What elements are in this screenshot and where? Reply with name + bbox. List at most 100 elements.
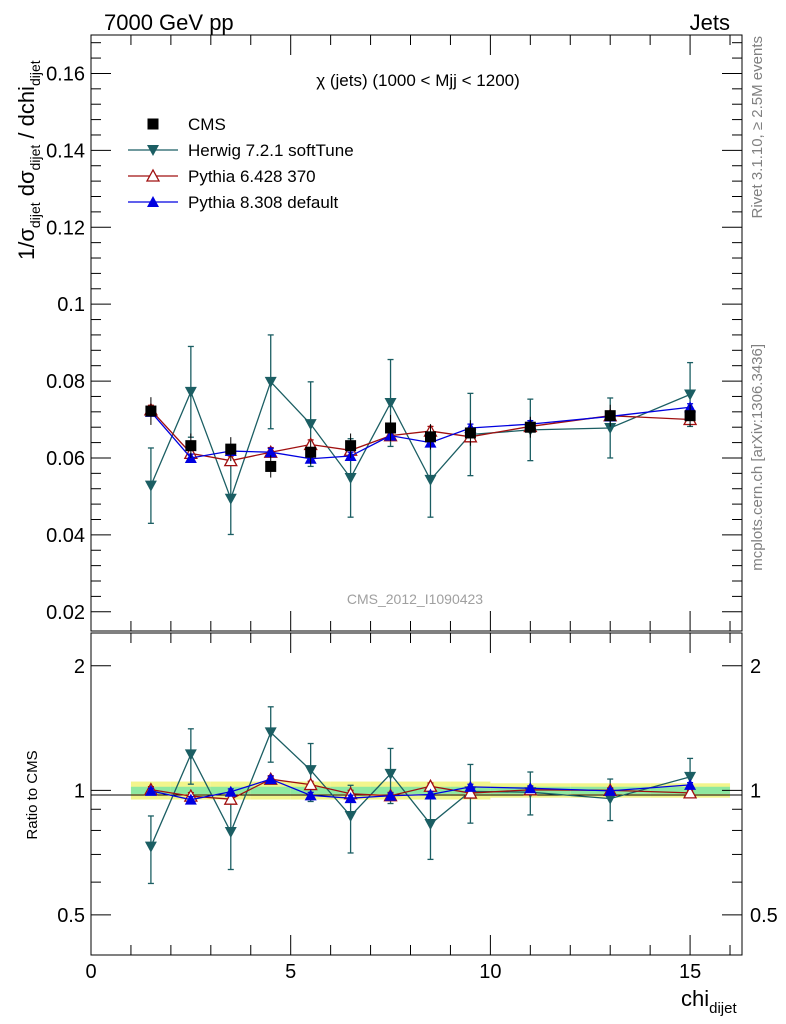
ratio-point — [684, 771, 697, 783]
cms-data-point — [684, 410, 696, 422]
legend-marker — [145, 168, 161, 182]
x-tick-label: 15 — [679, 961, 701, 983]
ratio-point — [604, 784, 617, 796]
y-tick-label: 0.04 — [46, 525, 85, 547]
cms-data-point — [424, 431, 436, 443]
legend-marker — [147, 145, 159, 156]
legend-marker — [147, 196, 159, 207]
ratio-point — [304, 789, 317, 801]
legend-label: Herwig 7.2.1 softTune — [188, 141, 354, 160]
y-tick-label: 0.06 — [46, 448, 85, 470]
ratio-point — [144, 841, 157, 853]
ratio-point — [384, 768, 397, 780]
legend-marker — [147, 118, 159, 130]
y-tick-label: 0.14 — [46, 140, 85, 162]
data-point — [224, 493, 237, 505]
ratio-point — [144, 784, 157, 796]
legend-entry: Herwig 7.2.1 softTune — [128, 141, 354, 160]
svg-text:1/σdijet dσdijet / dchidijet: 1/σdijet dσdijet / dchidijet — [14, 60, 43, 260]
cms-data-point — [265, 460, 277, 472]
ratio-point — [604, 793, 617, 805]
ratio-series-line — [150, 778, 691, 801]
data-point — [264, 376, 277, 388]
x-axis-ticks: 0 5 10 15 — [85, 35, 731, 983]
legend-entry: CMS — [147, 115, 226, 134]
y-tick-label: 0.02 — [46, 602, 85, 624]
header-right: Jets — [690, 10, 730, 35]
ratio-plot-frame — [90, 632, 743, 956]
y-tick-label: 0.16 — [46, 63, 85, 85]
ratio-point — [264, 727, 277, 739]
series-line — [150, 406, 691, 460]
ratio-tick-label: 0.5 — [57, 905, 85, 927]
legend-label: Pythia 6.428 370 — [188, 167, 316, 186]
ratio-series-3 — [144, 773, 697, 805]
x-tick-label: 5 — [285, 961, 296, 983]
y-axis-label: 1/σdijet dσdijet / dchidijet — [14, 60, 43, 260]
ratio-point — [184, 749, 197, 761]
main-y-axis-ticks: 0.02 0.04 0.06 0.08 0.1 0.12 0.14 0.16 — [46, 42, 742, 624]
ratio-point — [264, 773, 277, 785]
x-axis-label: chidijet — [681, 986, 737, 1017]
mcplots-label: mcplots.cern.ch [arXiv:1306.3436] — [749, 344, 766, 571]
series-line — [150, 409, 691, 462]
x-tick-label: 10 — [479, 961, 501, 983]
ratio-tick-label-right: 0.5 — [750, 905, 778, 927]
x-tick-label: 0 — [85, 961, 96, 983]
ratio-point — [424, 788, 437, 800]
ratio-point — [184, 793, 197, 805]
data-point — [304, 419, 317, 431]
legend-label: Pythia 8.308 default — [188, 193, 339, 212]
series-1 — [144, 334, 697, 536]
cms-data-point — [385, 422, 397, 434]
ratio-tick-label: 2 — [74, 656, 85, 678]
data-point — [144, 480, 157, 492]
legend-entry: Pythia 6.428 370 — [128, 167, 316, 186]
ratio-point — [344, 810, 357, 822]
ratio-point — [682, 785, 698, 799]
series-line — [150, 380, 691, 501]
ratio-point — [464, 780, 477, 792]
cms-data-point — [185, 440, 197, 452]
ratio-point — [223, 791, 238, 805]
legend-label: CMS — [188, 115, 226, 134]
legend: CMS Herwig 7.2.1 softTune Pythia 6.428 370… — [128, 115, 354, 212]
cms-data-point — [345, 440, 357, 452]
y-tick-label: 0.12 — [46, 217, 85, 239]
data-point — [344, 472, 357, 484]
data-point — [424, 474, 437, 486]
ratio-tick-label: 1 — [74, 780, 85, 802]
data-point — [604, 422, 617, 434]
data-point — [384, 397, 397, 409]
ratio-tick-label-right: 2 — [750, 656, 761, 678]
ratio-stat-uncertainty — [250, 786, 291, 794]
ratio-point — [224, 827, 237, 839]
analysis-watermark: CMS_2012_I1090423 — [347, 591, 483, 607]
ratio-point — [344, 792, 357, 804]
ratio-point — [524, 782, 537, 794]
data-point — [264, 446, 277, 458]
ratio-point — [424, 819, 437, 831]
ratio-point — [463, 785, 478, 799]
ratio-point — [384, 789, 397, 801]
legend-entry: Pythia 8.308 default — [128, 193, 339, 212]
ratio-point — [684, 778, 697, 790]
data-point — [684, 389, 697, 401]
cms-data-point — [305, 446, 317, 458]
ratio-tick-label-right: 1 — [750, 780, 761, 802]
cms-data-point — [464, 427, 476, 439]
cms-data-point — [145, 405, 157, 417]
ratio-y-axis-label: Ratio to CMS — [24, 750, 41, 839]
ratio-point — [224, 785, 237, 797]
y-tick-label: 0.1 — [57, 294, 85, 316]
ratio-series-line — [150, 778, 691, 800]
header-left: 7000 GeV pp — [104, 10, 234, 35]
series-0 — [145, 397, 696, 478]
y-tick-label: 0.08 — [46, 371, 85, 393]
ratio-series-group — [143, 706, 698, 885]
chart-title: χ (jets) (1000 < Mjj < 1200) — [316, 71, 520, 90]
ratio-y-axis-ticks: 0.5 0.5 1 1 2 2 — [57, 656, 778, 956]
cms-data-point — [524, 421, 536, 433]
rivet-label: Rivet 3.1.10, ≥ 2.5M events — [749, 36, 766, 219]
